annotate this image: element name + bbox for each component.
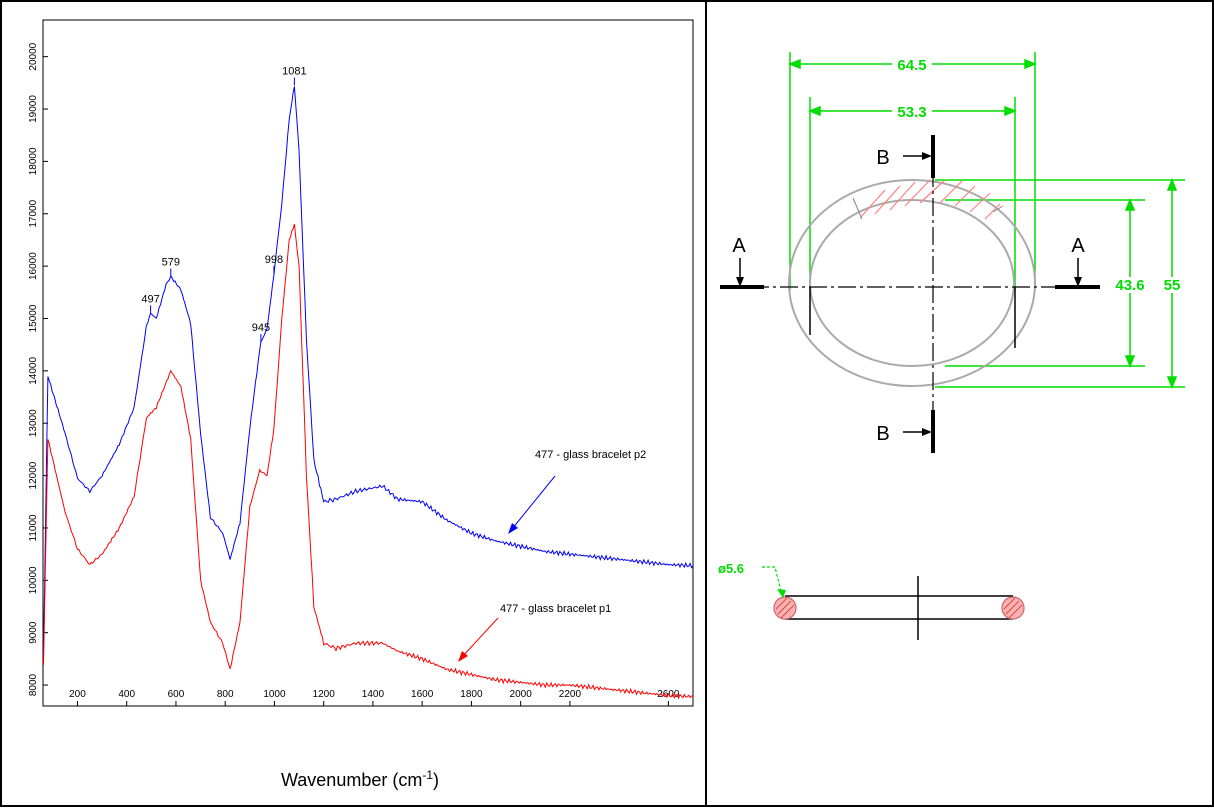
diameter-leader xyxy=(762,566,783,596)
section-marker-a-left: A xyxy=(720,235,764,289)
y-tick-label: 16000 xyxy=(28,252,39,280)
y-tick-label: 18000 xyxy=(28,147,39,175)
x-tick-label: 1800 xyxy=(460,689,483,700)
arrowhead xyxy=(787,58,801,70)
dim-label-bg xyxy=(892,56,932,72)
bracelet-side-view: ø5.6 xyxy=(718,561,1025,640)
bracelet-inner-outline xyxy=(809,199,1015,367)
dim-label-bg xyxy=(892,103,932,119)
legend-p1-label: 477 - glass bracelet p1 xyxy=(500,603,611,615)
peak-label: 579 xyxy=(162,257,180,269)
section-cut-left xyxy=(852,197,863,220)
x-axis-ticks: 200 400 600 800 1000 1200 1400 1600 1800 2000 2200… xyxy=(69,689,680,706)
series-line-p2 xyxy=(43,86,694,654)
dim-label-bg xyxy=(1158,277,1186,293)
arrowhead xyxy=(1004,105,1018,117)
wire-section-right xyxy=(1001,596,1025,620)
y-tick-label: 19000 xyxy=(28,95,39,123)
arrowhead xyxy=(807,105,821,117)
legend-p1: 477 - glass bracelet p1 xyxy=(458,603,611,662)
x-tick-label: 1000 xyxy=(263,689,286,700)
section-hatching xyxy=(859,179,1001,220)
x-axis-label: Wavenumber (cm-1) xyxy=(281,768,439,790)
section-marker-b-bottom: B xyxy=(876,410,935,453)
section-cut-right xyxy=(992,205,1004,213)
legend-p2: 477 - glass bracelet p2 xyxy=(508,449,646,534)
peak-label: 1081 xyxy=(282,65,306,77)
plot-area xyxy=(42,19,694,707)
section-label-b-bottom: B xyxy=(876,423,889,445)
y-tick-label: 10000 xyxy=(28,566,39,594)
bracelet-outer-outline xyxy=(788,179,1036,387)
series-line-p1 xyxy=(43,223,694,700)
arrowhead xyxy=(1166,177,1178,191)
arrowhead xyxy=(1024,58,1038,70)
legend-p1-arrow xyxy=(461,617,499,658)
y-tick-label: 13000 xyxy=(28,409,39,437)
series-layer xyxy=(43,86,694,700)
wire-section-left xyxy=(773,596,797,620)
legend-p1-arrowhead xyxy=(458,651,468,662)
y-tick-label: 8000 xyxy=(28,673,39,696)
x-tick-label: 1600 xyxy=(411,689,434,700)
x-tick-label: 800 xyxy=(217,689,234,700)
arrowhead xyxy=(1124,355,1136,369)
legend-p2-arrow xyxy=(511,475,556,530)
arrowhead xyxy=(1166,376,1178,390)
x-tick-label: 2000 xyxy=(510,689,533,700)
dim-outer-height: 55 xyxy=(1164,277,1181,294)
arrowhead xyxy=(1124,197,1136,211)
section-marker-b-top: B xyxy=(876,135,935,178)
section-label-a-left: A xyxy=(732,235,746,257)
diameter-arrowhead xyxy=(777,589,786,598)
legend-p2-label: 477 - glass bracelet p2 xyxy=(535,449,646,461)
legend-p2-arrowhead xyxy=(508,523,518,534)
extension-lines xyxy=(789,52,1185,388)
dim-inner-width: 53.3 xyxy=(897,104,926,121)
y-tick-label: 12000 xyxy=(28,461,39,489)
x-tick-label: 1400 xyxy=(362,689,385,700)
x-tick-label: 2200 xyxy=(559,689,582,700)
section-label-b-top: B xyxy=(876,147,889,169)
peak-labels: 497 579 945 998 1081 xyxy=(141,65,307,343)
section-label-a-right: A xyxy=(1071,235,1085,257)
y-tick-label: 11000 xyxy=(28,514,39,542)
bracelet-technical-drawing: 64.5 53.3 43.6 55 xyxy=(718,52,1186,640)
dim-label-bg xyxy=(1112,277,1152,293)
dim-outer-width: 64.5 xyxy=(897,57,926,74)
dimension-lines xyxy=(787,58,1178,390)
raman-spectrum-chart: 200 400 600 800 1000 1200 1400 1600 1800 2000 2200… xyxy=(28,19,694,790)
y-tick-label: 15000 xyxy=(28,304,39,332)
peak-label: 945 xyxy=(252,322,270,334)
x-tick-label: 600 xyxy=(168,689,185,700)
x-tick-label: 200 xyxy=(69,689,86,700)
dim-inner-height: 43.6 xyxy=(1115,277,1144,294)
section-marker-a-right: A xyxy=(1055,235,1100,289)
y-tick-label: 20000 xyxy=(28,42,39,70)
peak-label: 998 xyxy=(265,254,283,266)
x-tick-label: 400 xyxy=(118,689,135,700)
y-tick-label: 17000 xyxy=(28,199,39,227)
y-tick-label: 14000 xyxy=(28,357,39,385)
dim-diameter: ø5.6 xyxy=(718,561,744,576)
y-tick-label: 9000 xyxy=(28,621,39,644)
peak-label: 497 xyxy=(141,293,159,305)
y-axis-ticks: 8000 9000 10000 11000 12000 13000 14000 15000 16… xyxy=(28,42,48,696)
x-tick-label: 1200 xyxy=(313,689,336,700)
